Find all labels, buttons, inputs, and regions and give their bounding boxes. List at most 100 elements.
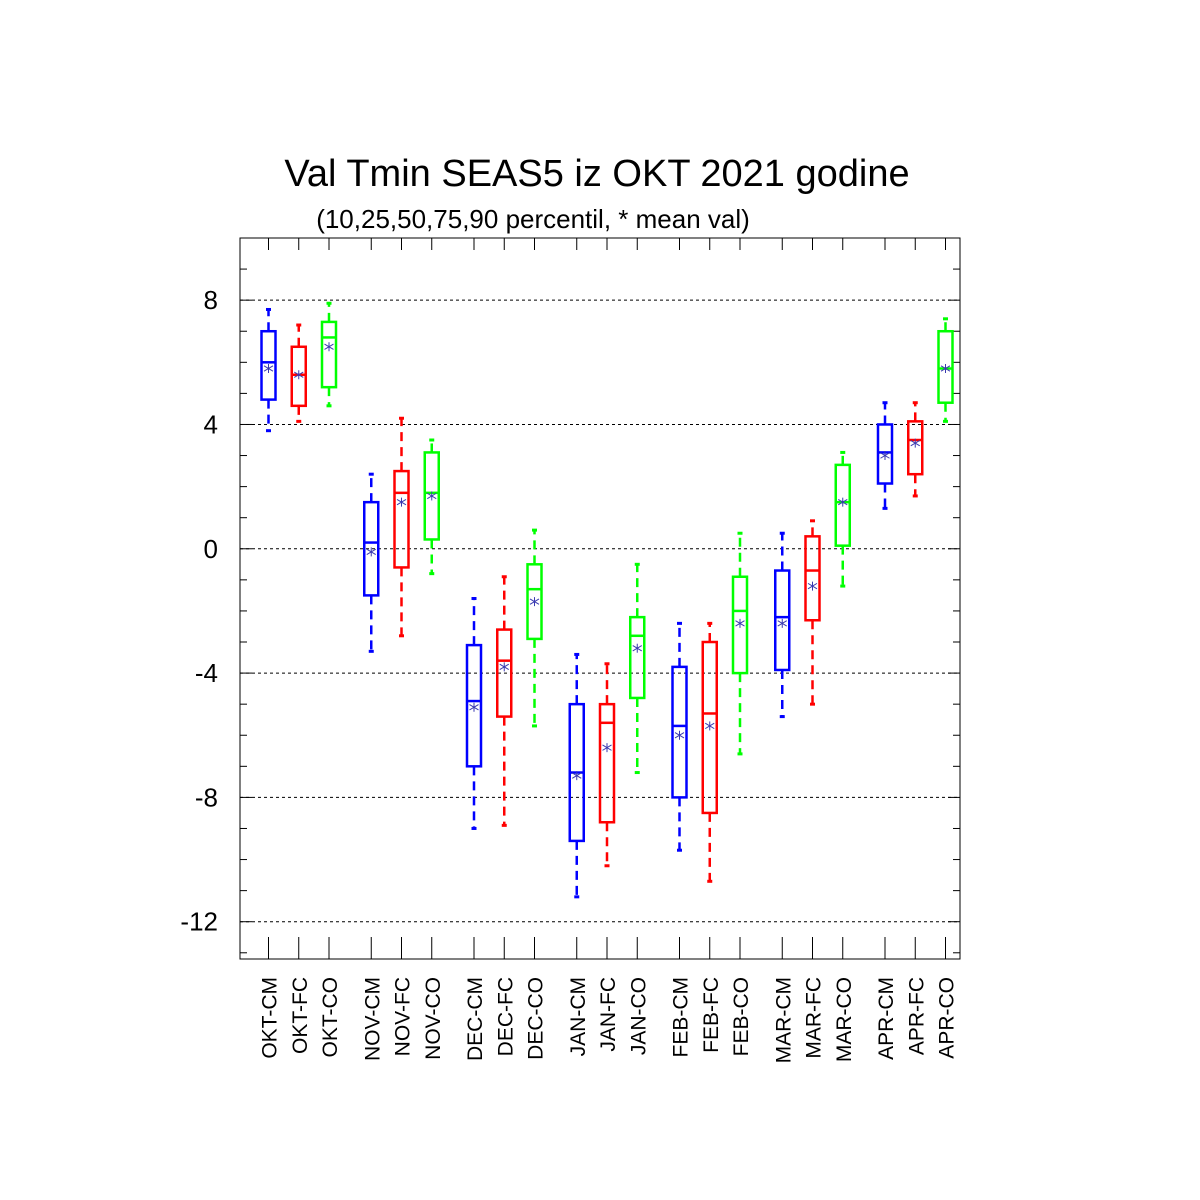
mean-marker [910,438,921,448]
y-tick-label: -8 [195,782,218,812]
mean-marker [735,618,745,628]
mean-marker [469,702,479,712]
box-iqr [774,569,791,672]
plot-frame [239,237,961,960]
box-feb-cm [671,621,688,852]
box-okt-fc [290,323,307,423]
x-tick-labels: OKT-CM OKT-FC OKT-CO NOV-CM NOV-FC NOV-CO DEC-… [259,977,959,1063]
mean-marker [807,581,818,591]
box-nov-cm [363,472,380,653]
mean-marker-stroke [499,663,510,670]
box-okt-co [320,301,338,408]
mean-marker-stroke [807,582,818,590]
x-tick-label: OKT-CM [259,977,282,1059]
x-tick-label: DEC-CO [525,977,548,1060]
box-nov-co [423,438,440,576]
x-tick-label: NOV-FC [392,977,415,1056]
box-iqr [937,329,954,404]
mean-marker-stroke [777,620,788,627]
x-tick-label: FEB-FC [700,977,723,1053]
x-tick-label: MAR-CM [772,977,795,1063]
mean-marker [940,364,951,374]
x-tick-label: APR-CO [936,977,959,1059]
x-tick-label: DEC-CM [464,977,487,1061]
mean-marker-stroke [396,499,407,506]
mean-marker [293,370,304,380]
x-tick-label: JAN-CO [627,977,650,1055]
box-iqr [260,329,277,401]
mean-marker [499,662,510,672]
box-iqr [393,469,410,569]
axes: 8 4 0 -4 -8 -12 [180,237,961,960]
box-mar-co [834,450,851,588]
mean-marker-stroke [602,744,612,751]
box-iqr [465,643,483,768]
mean-marker [396,497,407,507]
box-iqr [363,500,380,597]
mean-marker-stroke [263,365,274,372]
box-jan-fc [598,662,616,868]
chart-title: Val Tmin SEAS5 iz OKT 2021 godine [284,153,909,195]
box-okt-cm [260,307,277,433]
box-iqr [804,535,821,622]
mean-marker-stroke [704,722,715,730]
box-iqr [907,420,924,476]
box-iqr [701,640,718,815]
box-dec-fc [496,575,513,827]
mean-marker-stroke [571,772,582,779]
box-jan-co [629,562,646,775]
mean-marker [674,730,685,740]
mean-marker [777,618,788,628]
x-tick-label: NOV-CM [361,977,384,1061]
box-iqr [290,345,307,408]
mean-marker [366,547,377,557]
mean-marker [426,491,437,501]
mean-marker [602,743,612,753]
mean-marker-stroke [426,492,437,500]
box-dec-co [526,528,543,728]
mean-marker [324,342,334,352]
mean-marker-stroke [529,598,540,605]
y-tick-label: -12 [180,907,218,937]
grid-lines [240,299,960,923]
box-iqr [320,320,338,389]
mean-marker-stroke [910,439,921,447]
mean-marker-stroke [293,371,304,378]
mean-marker-stroke [880,452,890,459]
x-tick-label: JAN-CM [567,977,590,1056]
mean-marker-stroke [940,365,951,372]
box-jan-cm [568,652,585,899]
x-tick-label: OKT-CO [319,977,342,1058]
box-nov-fc [393,416,410,638]
x-tick-label: FEB-CO [730,977,753,1056]
box-iqr [671,665,688,799]
x-tick-label: MAR-CO [833,977,856,1062]
mean-marker [571,771,582,781]
box-iqr [598,702,616,824]
mean-marker [263,364,274,374]
x-tick-label: APR-CM [875,977,898,1060]
box-iqr [526,563,543,641]
box-mar-cm [774,531,791,719]
box-mar-fc [804,519,821,706]
y-tick-label: 4 [204,409,218,439]
x-tick-label: DEC-FC [494,977,517,1056]
box-apr-fc [907,401,924,498]
box-iqr [731,575,749,675]
y-tick-label: -4 [195,658,218,688]
chart-subtitle: (10,25,50,75,90 percentil, * mean val) [316,204,750,234]
mean-marker-stroke [674,732,685,739]
mean-marker-stroke [366,548,377,556]
box-apr-co [937,317,954,423]
box-iqr [834,463,851,547]
x-tick-label: OKT-FC [289,977,312,1054]
x-tick-label: JAN-FC [597,977,620,1052]
box-iqr [423,451,440,541]
mean-marker [529,597,540,607]
mean-marker-stroke [735,620,745,627]
y-tick-label: 0 [204,534,218,564]
mean-marker-stroke [469,704,479,711]
box-apr-cm [876,401,894,510]
mean-marker [880,451,890,461]
